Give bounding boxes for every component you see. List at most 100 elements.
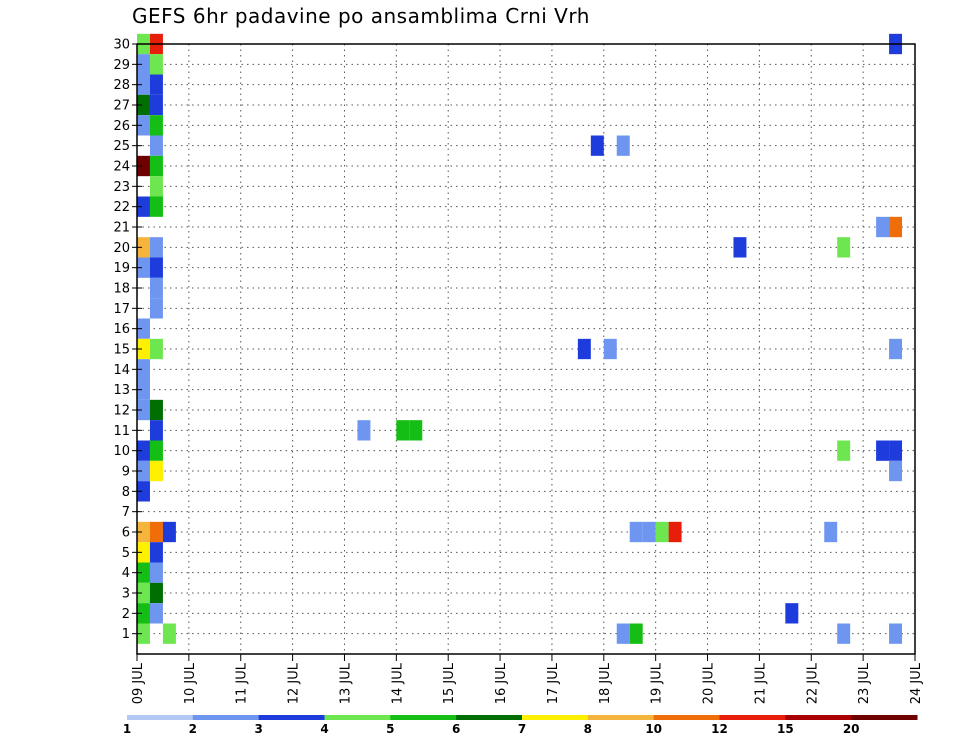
heatmap-cell bbox=[137, 74, 150, 95]
y-tick-label: 25 bbox=[113, 139, 130, 154]
heatmap-cell bbox=[616, 623, 630, 644]
heatmap-cell bbox=[137, 379, 150, 400]
heatmap-cell bbox=[137, 521, 150, 543]
x-tick-label: 09 JUL bbox=[131, 662, 146, 704]
heatmap-cell bbox=[137, 481, 150, 502]
y-tick-label: 15 bbox=[113, 343, 130, 358]
heatmap-cell bbox=[149, 440, 163, 461]
heatmap-cell bbox=[357, 420, 371, 441]
chart-title: GEFS 6hr padavine po ansamblima Crni Vrh bbox=[132, 4, 590, 28]
heatmap-cell bbox=[149, 542, 163, 563]
x-axis: 09 JUL 10 JUL 11 JUL 12 JUL 13 JUL 14 JUL 15 J… bbox=[131, 654, 924, 704]
y-tick-label: 28 bbox=[113, 78, 130, 93]
heatmap-cell bbox=[137, 54, 150, 75]
colorbar-swatch bbox=[390, 715, 457, 720]
heatmap-cell bbox=[642, 521, 656, 543]
y-tick-label: 19 bbox=[113, 261, 130, 276]
y-tick-label: 13 bbox=[113, 383, 130, 398]
y-tick-label: 1 bbox=[122, 627, 130, 642]
y-tick-label: 27 bbox=[113, 99, 130, 114]
colorbar-label: 1 bbox=[123, 722, 131, 736]
heatmap-cell bbox=[137, 155, 150, 177]
heatmap-cell bbox=[149, 94, 163, 116]
colorbar-label: 15 bbox=[777, 722, 794, 736]
heatmap-cell bbox=[590, 135, 604, 156]
x-tick-label: 19 JUL bbox=[650, 662, 665, 704]
heatmap-cell bbox=[137, 542, 150, 563]
heatmap-cell bbox=[149, 176, 163, 197]
heatmap-cell bbox=[162, 521, 176, 543]
heatmap-cell bbox=[889, 216, 903, 238]
heatmap-cell bbox=[149, 257, 163, 278]
x-tick-label: 22 JUL bbox=[805, 662, 820, 704]
heatmap-cell bbox=[577, 338, 591, 360]
x-tick-label: 16 JUL bbox=[494, 662, 509, 704]
colorbar-swatch bbox=[851, 715, 918, 720]
x-tick-label: 14 JUL bbox=[390, 662, 405, 704]
y-tick-label: 7 bbox=[122, 505, 130, 520]
y-tick-label: 4 bbox=[122, 566, 130, 581]
heatmap-cell bbox=[889, 460, 903, 482]
x-tick-label: 20 JUL bbox=[702, 662, 717, 704]
x-tick-label: 24 JUL bbox=[909, 662, 924, 704]
x-tick-label: 23 JUL bbox=[857, 662, 872, 704]
heatmap-cell bbox=[137, 440, 150, 461]
heatmap-cell bbox=[837, 237, 851, 258]
x-tick-label: 18 JUL bbox=[598, 662, 613, 704]
y-tick-label: 5 bbox=[122, 546, 130, 561]
heatmap-cell bbox=[876, 216, 890, 238]
heatmap-cell bbox=[137, 338, 150, 360]
y-tick-label: 20 bbox=[113, 241, 130, 256]
colorbar-swatch bbox=[785, 715, 852, 720]
y-tick-label: 22 bbox=[113, 200, 130, 215]
heatmap-cell bbox=[149, 196, 163, 217]
x-tick-label: 15 JUL bbox=[442, 662, 457, 704]
heatmap-cell bbox=[137, 399, 150, 421]
colorbar-swatch bbox=[258, 715, 325, 720]
x-tick-label: 11 JUL bbox=[235, 662, 250, 704]
y-tick-label: 6 bbox=[122, 526, 130, 541]
heatmap-cell bbox=[137, 623, 150, 644]
heatmap-cell bbox=[137, 359, 150, 380]
y-tick-label: 11 bbox=[113, 424, 130, 439]
heatmap-cell bbox=[149, 603, 163, 624]
y-tick-label: 10 bbox=[113, 444, 130, 459]
y-tick-label: 30 bbox=[113, 38, 130, 53]
heatmap-cell bbox=[409, 420, 423, 441]
heatmap-cell bbox=[162, 623, 176, 644]
y-tick-label: 3 bbox=[122, 587, 130, 602]
heatmap-cell bbox=[137, 237, 150, 258]
colorbar-swatch bbox=[653, 715, 720, 720]
heatmap-cell bbox=[149, 74, 163, 95]
y-tick-label: 9 bbox=[122, 465, 130, 480]
y-tick-label: 29 bbox=[113, 58, 130, 73]
colorbar: 1 2 3 4 5 6 7 8 10 12 15 20 bbox=[123, 715, 918, 736]
heatmap-cell bbox=[137, 562, 150, 583]
heatmap-cell bbox=[603, 338, 617, 360]
colorbar-label: 3 bbox=[254, 722, 262, 736]
heatmap-cell bbox=[149, 237, 163, 258]
heatmap-cell bbox=[668, 521, 682, 543]
colorbar-label: 12 bbox=[711, 722, 728, 736]
heatmap-cell bbox=[137, 94, 150, 116]
heatmap-cell bbox=[137, 115, 150, 136]
heatmap-cell bbox=[149, 115, 163, 136]
heatmap-cell bbox=[149, 420, 163, 441]
heatmap-cell bbox=[824, 521, 838, 543]
heatmap-cell bbox=[396, 420, 410, 441]
x-tick-label: 21 JUL bbox=[753, 662, 768, 704]
y-axis: 1234567891011121314151617181920212223242… bbox=[113, 38, 142, 642]
heatmap-cell bbox=[149, 135, 163, 156]
colorbar-label: 6 bbox=[452, 722, 460, 736]
y-tick-label: 12 bbox=[113, 404, 130, 419]
colorbar-swatch bbox=[522, 715, 589, 720]
heatmap-cell bbox=[149, 521, 163, 543]
heatmap-cell bbox=[889, 440, 903, 461]
heatmap-cell bbox=[889, 623, 903, 644]
heatmap-cell bbox=[149, 582, 163, 604]
heatmap-cell bbox=[785, 603, 799, 624]
colorbar-label: 20 bbox=[843, 722, 860, 736]
heatmap-cell bbox=[137, 196, 150, 217]
y-tick-label: 17 bbox=[113, 302, 130, 317]
heatmap-cell bbox=[149, 155, 163, 177]
